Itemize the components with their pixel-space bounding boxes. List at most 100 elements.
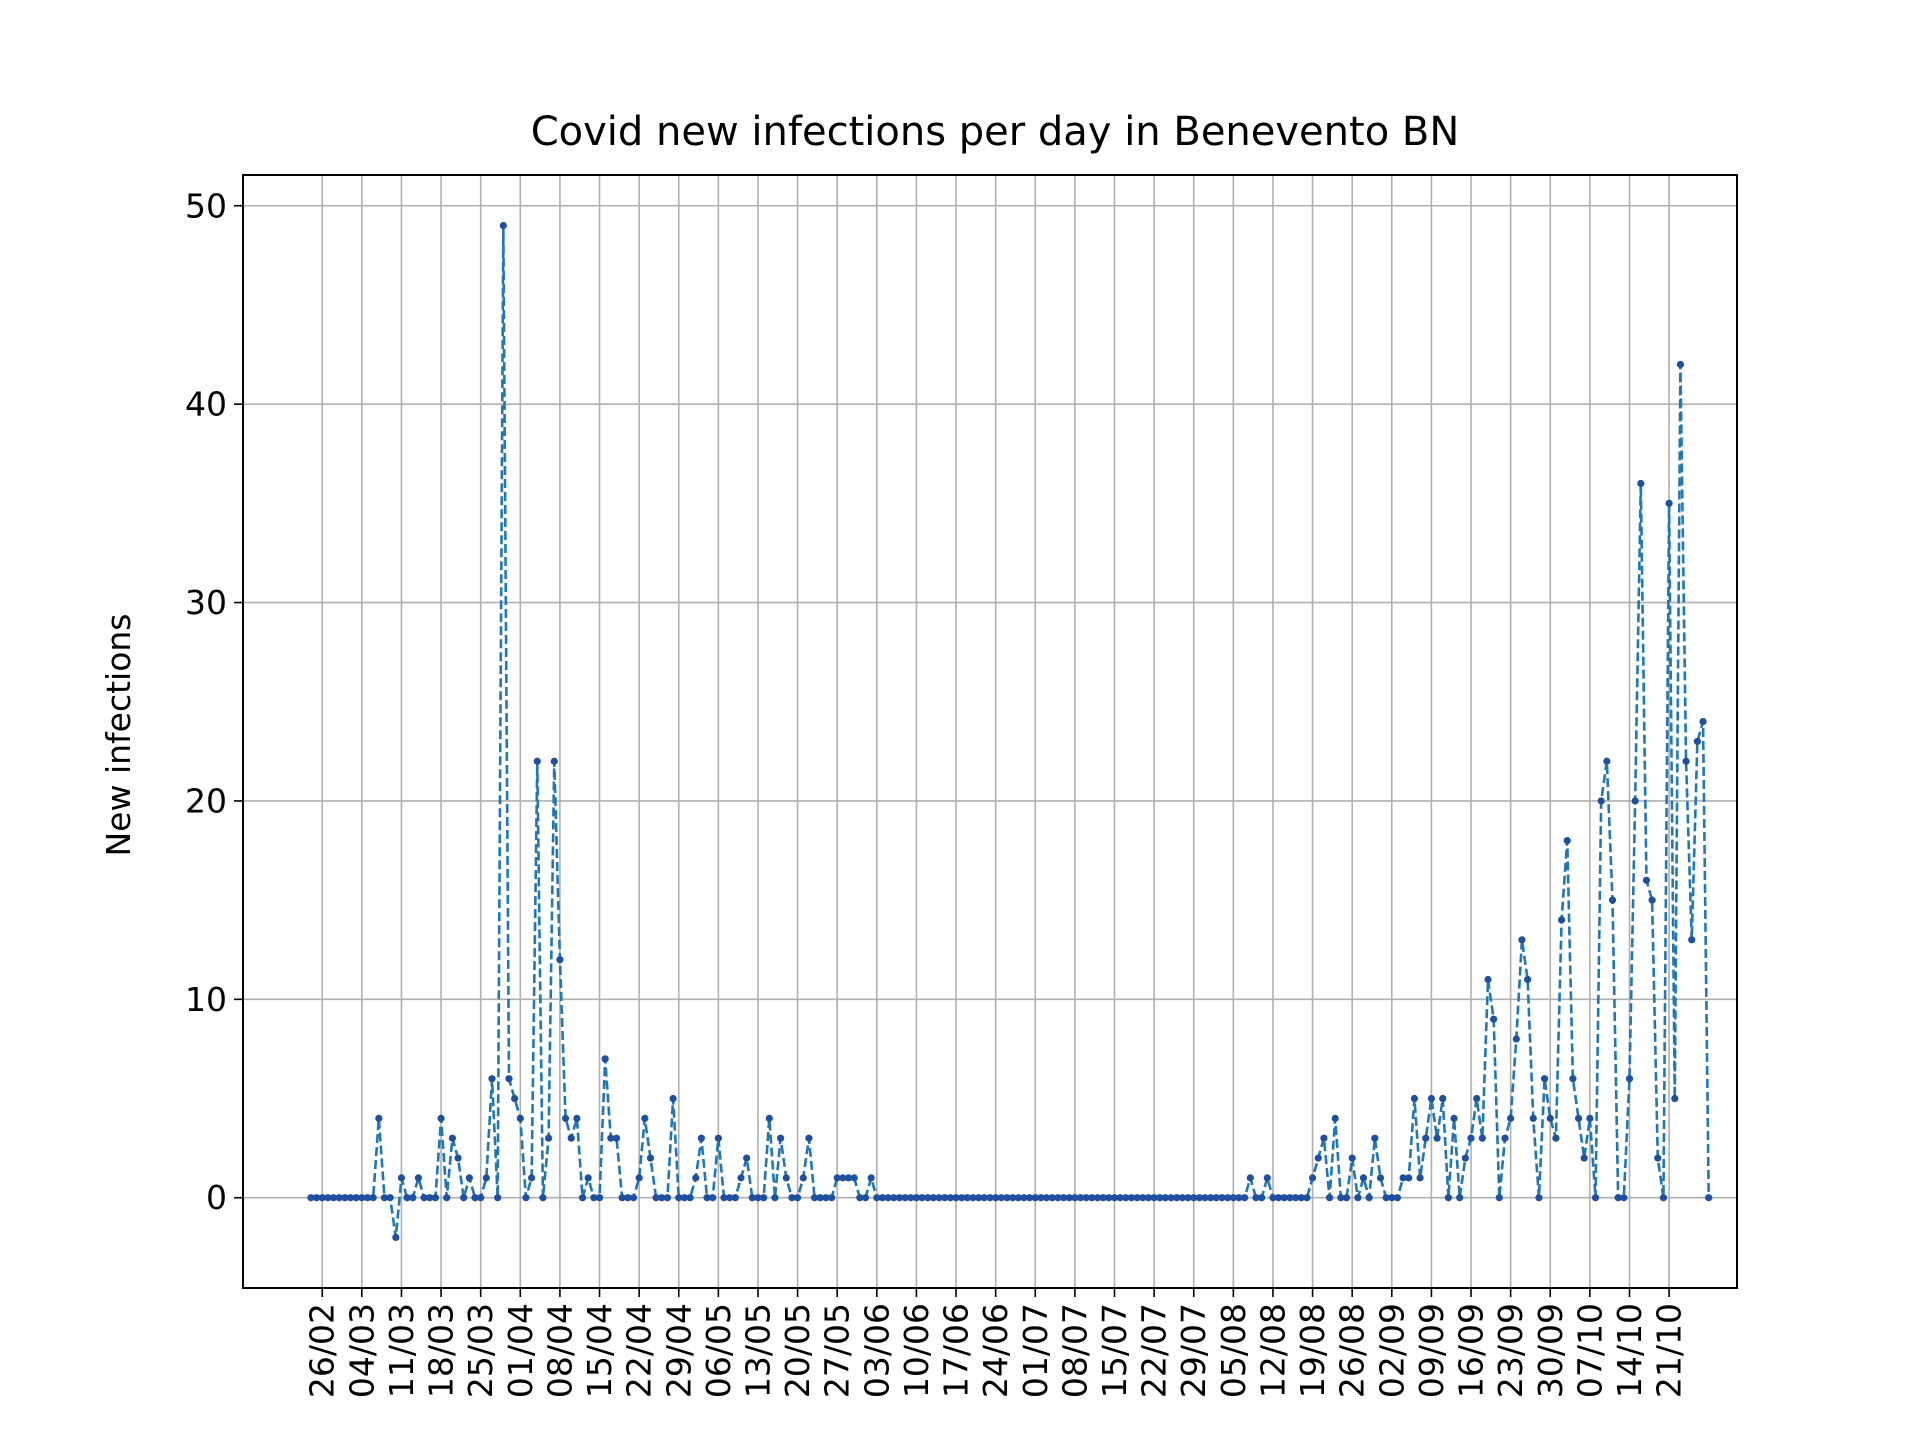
- data-point: [1303, 1194, 1311, 1202]
- data-point: [743, 1154, 751, 1162]
- data-point: [1252, 1194, 1260, 1202]
- data-point: [460, 1194, 468, 1202]
- data-point: [1127, 1194, 1136, 1202]
- data-point: [1150, 1194, 1158, 1202]
- data-point: [839, 1174, 847, 1182]
- data-point: [1014, 1194, 1022, 1202]
- data-point: [544, 1134, 553, 1142]
- x-tick-label: 20/05: [778, 1303, 817, 1398]
- data-point: [1382, 1194, 1390, 1202]
- data-point: [912, 1194, 921, 1202]
- data-point: [1229, 1194, 1237, 1202]
- plot-frame: [242, 174, 1738, 1289]
- x-tick-label: 21/10: [1650, 1303, 1689, 1398]
- data-point: [624, 1194, 632, 1202]
- x-tick-label: 01/07: [1016, 1303, 1055, 1398]
- data-point: [1529, 1114, 1537, 1122]
- data-point: [1342, 1194, 1351, 1202]
- data-point: [1399, 1174, 1407, 1182]
- data-point: [669, 1094, 677, 1103]
- x-tick-label: 05/08: [1214, 1303, 1253, 1398]
- data-point: [771, 1194, 779, 1202]
- data-point: [1501, 1134, 1509, 1142]
- data-point: [714, 1134, 722, 1142]
- data-point: [601, 1055, 609, 1063]
- data-point: [901, 1194, 909, 1202]
- data-point: [924, 1194, 932, 1202]
- x-tick-label: 22/04: [620, 1303, 659, 1398]
- x-tick-label: 25/03: [461, 1303, 500, 1398]
- x-tick-label: 14/10: [1610, 1303, 1649, 1398]
- data-point: [511, 1094, 519, 1103]
- data-point: [1195, 1194, 1203, 1202]
- data-point: [1422, 1134, 1430, 1142]
- data-point: [341, 1194, 349, 1202]
- data-point: [946, 1194, 954, 1202]
- data-point: [907, 1194, 915, 1202]
- data-point: [1546, 1114, 1554, 1122]
- data-point: [352, 1194, 360, 1202]
- data-point: [454, 1154, 462, 1162]
- data-point: [686, 1194, 694, 1202]
- data-point: [578, 1194, 587, 1202]
- data-point: [1110, 1194, 1119, 1202]
- x-tick-label: 12/08: [1253, 1303, 1292, 1398]
- data-point: [420, 1194, 428, 1202]
- x-tick-label: 18/03: [422, 1303, 461, 1398]
- x-tick-label: 13/05: [738, 1303, 777, 1398]
- data-point: [873, 1194, 881, 1202]
- x-tick-label: 09/09: [1412, 1303, 1451, 1398]
- data-point: [1557, 916, 1566, 924]
- data-point: [1524, 975, 1532, 984]
- data-point: [380, 1194, 389, 1202]
- data-point: [652, 1194, 660, 1202]
- data-point: [1393, 1194, 1402, 1202]
- data-point: [1190, 1194, 1198, 1202]
- y-tick-label: 10: [185, 980, 227, 1019]
- data-point: [986, 1194, 994, 1202]
- data-point: [437, 1114, 445, 1122]
- data-point: [1563, 837, 1571, 845]
- data-point: [952, 1194, 960, 1202]
- x-tick-label: 23/09: [1491, 1303, 1530, 1398]
- data-point: [1105, 1194, 1113, 1202]
- data-point: [1184, 1194, 1192, 1202]
- data-point: [1490, 1015, 1498, 1023]
- data-point: [618, 1194, 626, 1202]
- data-point: [737, 1174, 745, 1182]
- data-point: [516, 1114, 524, 1122]
- data-point: [641, 1114, 649, 1122]
- chart-title: Covid new infections per day in Benevent…: [531, 109, 1460, 155]
- y-tick-label: 40: [185, 385, 227, 424]
- data-point: [895, 1194, 904, 1202]
- data-point: [884, 1194, 892, 1202]
- data-point: [1682, 757, 1690, 765]
- data-point: [1348, 1154, 1356, 1162]
- data-point: [386, 1194, 394, 1202]
- data-point: [1671, 1094, 1679, 1103]
- data-point: [1088, 1194, 1096, 1202]
- data-point: [663, 1194, 672, 1202]
- data-point: [533, 757, 541, 765]
- data-point: [1648, 896, 1656, 904]
- data-point: [1371, 1134, 1379, 1142]
- x-tick-label: 17/06: [937, 1303, 976, 1398]
- y-tick-label: 30: [185, 583, 227, 622]
- data-point: [1631, 797, 1639, 805]
- data-point: [1518, 936, 1526, 944]
- data-point: [777, 1134, 785, 1142]
- data-point: [1286, 1194, 1294, 1202]
- data-point: [1507, 1114, 1515, 1122]
- data-point: [1020, 1194, 1028, 1202]
- data-point: [1427, 1094, 1436, 1103]
- data-point: [760, 1194, 768, 1202]
- x-tick-label: 08/07: [1055, 1303, 1094, 1398]
- x-tick-label: 16/09: [1452, 1303, 1491, 1398]
- data-point: [431, 1194, 440, 1202]
- x-tick-label: 29/07: [1174, 1303, 1213, 1398]
- data-point: [1512, 1035, 1520, 1043]
- x-tick-label: 15/04: [580, 1303, 619, 1398]
- data-point: [1439, 1094, 1447, 1103]
- grid: [243, 175, 1737, 1288]
- y-tick-label: 20: [185, 781, 227, 820]
